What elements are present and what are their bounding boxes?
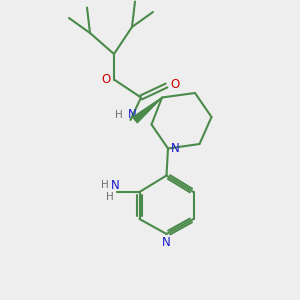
Text: N: N <box>110 179 119 192</box>
Text: O: O <box>101 73 110 86</box>
Text: N: N <box>171 142 180 155</box>
Text: H: H <box>106 192 114 203</box>
Text: H: H <box>101 180 109 190</box>
Text: H: H <box>115 110 123 120</box>
Text: N: N <box>128 108 136 121</box>
Polygon shape <box>133 98 162 123</box>
Text: N: N <box>162 236 171 249</box>
Text: O: O <box>170 77 179 91</box>
